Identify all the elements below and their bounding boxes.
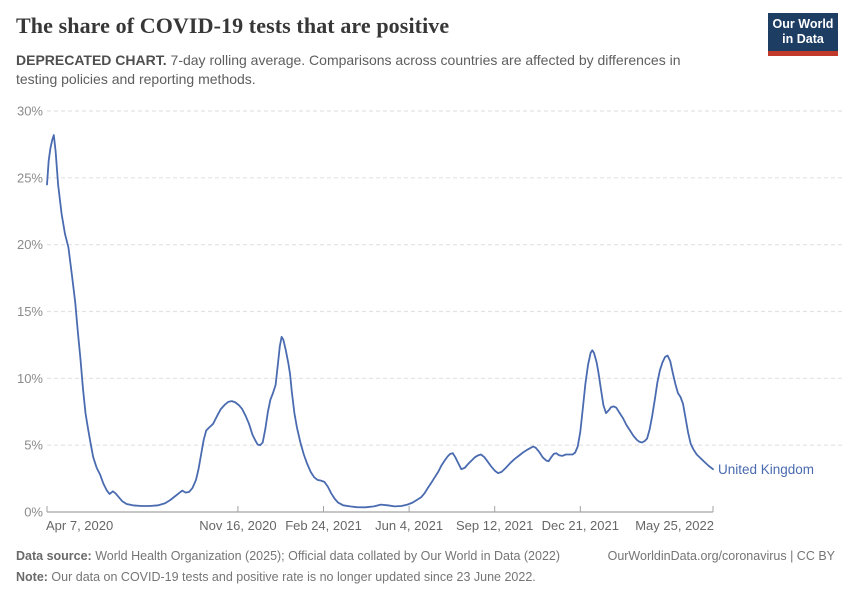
y-tick-label: 15% (17, 304, 43, 319)
logo-line-2: in Data (782, 32, 824, 46)
y-tick-label: 30% (17, 104, 43, 119)
subtitle-deprecated-flag: DEPRECATED CHART. (16, 52, 167, 68)
x-tick-label: May 25, 2022 (635, 518, 714, 533)
chart-footer: Data source: World Health Organization (… (16, 546, 835, 588)
chart-subtitle: DEPRECATED CHART. 7-day rolling average.… (16, 51, 722, 89)
subtitle-text: 7-day rolling average. Comparisons acros… (16, 52, 681, 87)
owid-logo: Our World in Data (768, 13, 838, 56)
logo-line-1: Our World (772, 17, 834, 31)
y-tick-label: 5% (24, 438, 43, 453)
y-tick-label: 20% (17, 237, 43, 252)
note-value: Our data on COVID-19 tests and positive … (47, 570, 536, 584)
y-tick-label: 25% (17, 170, 43, 185)
footer-note-row: Note: Our data on COVID-19 tests and pos… (16, 567, 835, 588)
data-source-value: World Health Organization (2025); Offici… (91, 549, 561, 563)
series-line-united-kingdom (46, 134, 714, 509)
data-source-label: Data source: (16, 549, 92, 563)
data-source-text: Data source: World Health Organization (… (16, 546, 560, 567)
footer-source-row: Data source: World Health Organization (… (16, 546, 835, 567)
x-tick-label: Dec 21, 2021 (542, 518, 619, 533)
page-title: The share of COVID-19 tests that are pos… (16, 13, 450, 38)
x-tick-label: Jun 4, 2021 (375, 518, 443, 533)
y-tick-label: 0% (24, 505, 43, 520)
x-tick-label: Feb 24, 2021 (285, 518, 362, 533)
note-label: Note: (16, 570, 48, 584)
chart-area: 0% 5% 10% 15% 20% 25% 30% Apr 7, 2020 Nov 16, 20… (0, 95, 850, 545)
license-text: OurWorldinData.org/coronavirus | CC BY (607, 549, 835, 563)
chart-canvas: 0% 5% 10% 15% 20% 25% 30% Apr 7, 2020 Nov 16, 20… (17, 104, 843, 533)
x-tick-label: Apr 7, 2020 (46, 518, 113, 533)
x-tick-label: Nov 16, 2020 (199, 518, 276, 533)
y-tick-label: 10% (17, 371, 43, 386)
series-label: United Kingdom (718, 462, 814, 477)
x-tick-label: Sep 12, 2021 (456, 518, 533, 533)
